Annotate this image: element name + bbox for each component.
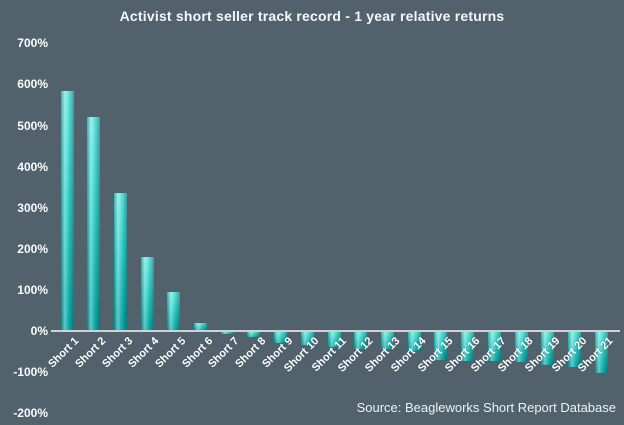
bar-short-19 bbox=[541, 331, 555, 365]
bar-short-17 bbox=[487, 331, 501, 361]
bar-short-7 bbox=[220, 331, 234, 335]
bar-short-10 bbox=[300, 331, 314, 345]
bar-short-9 bbox=[274, 331, 288, 343]
y-axis-tick-label: 700% bbox=[17, 36, 48, 51]
bar-short-1 bbox=[60, 90, 74, 331]
y-axis-tick-label: 600% bbox=[17, 77, 48, 92]
y-axis-tick-label: 0% bbox=[30, 324, 48, 338]
bar-short-13 bbox=[381, 331, 395, 350]
x-axis-line bbox=[51, 329, 620, 332]
bar-short-8 bbox=[247, 331, 261, 338]
bar-short-15 bbox=[434, 331, 448, 361]
bar-short-11 bbox=[327, 331, 341, 347]
bar-short-20 bbox=[568, 331, 582, 368]
bar-short-2 bbox=[87, 117, 101, 331]
y-axis-tick-label: -200% bbox=[13, 406, 48, 421]
bar-short-21 bbox=[594, 331, 608, 373]
bar-short-14 bbox=[407, 331, 421, 352]
bar-short-12 bbox=[354, 331, 368, 349]
y-axis-tick-label: 100% bbox=[17, 282, 48, 297]
y-axis-tick-label: -100% bbox=[13, 365, 48, 380]
bar-short-18 bbox=[514, 331, 528, 362]
y-axis-tick-label: 500% bbox=[17, 118, 48, 133]
source-note: Source: Beagleworks Short Report Databas… bbox=[356, 400, 616, 415]
y-axis-tick-label: 300% bbox=[17, 200, 48, 215]
y-axis-tick-label: 200% bbox=[17, 241, 48, 256]
bar-short-3 bbox=[113, 193, 127, 331]
bar-short-5 bbox=[167, 291, 181, 331]
bar-short-16 bbox=[461, 331, 475, 361]
bar-short-4 bbox=[140, 257, 154, 331]
y-axis-tick-label: 400% bbox=[17, 159, 48, 174]
bar-short-6 bbox=[194, 322, 208, 331]
chart-title: Activist short seller track record - 1 y… bbox=[119, 8, 505, 24]
